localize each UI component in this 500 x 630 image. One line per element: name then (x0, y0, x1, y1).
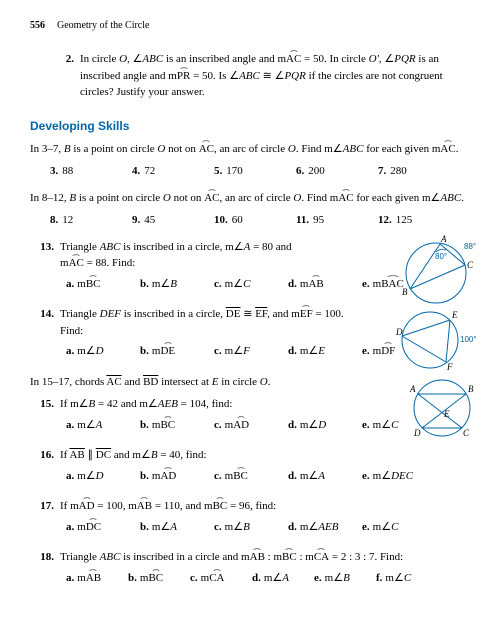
svg-text:A: A (409, 384, 416, 394)
sub-18f: f.m∠C (376, 570, 438, 587)
choice-3: 3.88 (50, 163, 132, 180)
choice-10: 10.60 (214, 212, 296, 229)
problem-number: 13. (30, 239, 54, 293)
choice-8: 8.12 (50, 212, 132, 229)
choice-6: 6.200 (296, 163, 378, 180)
problem-17: 17. If mAD = 100, mAB = 110, and mBC = 9… (30, 498, 470, 535)
problem-number: 18. (30, 549, 54, 586)
problem-text: In circle O, ∠ABC is an inscribed angle … (80, 51, 470, 101)
svg-text:D: D (396, 327, 403, 337)
sub-17b: b.m∠A (140, 519, 214, 536)
subparts-18: a.mAB b.mBC c.mCA d.m∠A e.m∠B f.m∠C (66, 570, 470, 587)
sub-17a: a.mDC (66, 519, 140, 536)
choice-5: 5.170 (214, 163, 296, 180)
svg-text:80°: 80° (435, 252, 447, 261)
sub-14d: d.m∠E (288, 343, 362, 360)
problem-number: 15. (30, 396, 54, 433)
problem-2: 2. In circle O, ∠ABC is an inscribed ang… (50, 51, 470, 101)
sub-18b: b.mBC (128, 570, 190, 587)
sub-14b: b.mDE (140, 343, 214, 360)
sub-15b: b.mBC (140, 417, 214, 434)
subparts-17: a.mDC b.m∠A c.m∠B d.m∠AEB e.m∠C (66, 519, 470, 536)
choice-4: 4.72 (132, 163, 214, 180)
svg-text:D: D (413, 428, 421, 438)
figure-13: A B C 80° 88° (400, 235, 482, 309)
page-number: 556 (30, 18, 45, 33)
figure-14: D E F 100° (396, 304, 482, 376)
problem-text: If mAD = 100, mAB = 110, and mBC = 96, f… (60, 498, 470, 535)
svg-text:E: E (443, 409, 450, 419)
intro-3-7: In 3–7, B is a point on circle O not on … (30, 141, 470, 158)
svg-text:A: A (440, 235, 447, 244)
problem-text: Triangle ABC is inscribed in a circle an… (60, 549, 470, 586)
page-header: 556 Geometry of the Circle (30, 18, 470, 33)
sub-13b: b.m∠B (140, 276, 214, 293)
section-developing-skills: Developing Skills (30, 117, 470, 135)
svg-text:100°: 100° (460, 335, 477, 344)
problem-18: 18. Triangle ABC is inscribed in a circl… (30, 549, 470, 586)
sub-14c: c.m∠F (214, 343, 288, 360)
problem-text: If AB ∥ DC and m∠B = 40, find: a.m∠D b.m… (60, 447, 470, 484)
figure-15-17: A B C D E (404, 372, 482, 444)
problem-number: 16. (30, 447, 54, 484)
sub-16e: e.m∠DEC (362, 468, 436, 485)
sub-17d: d.m∠AEB (288, 519, 362, 536)
problem-number: 14. (30, 306, 54, 360)
chapter-title: Geometry of the Circle (57, 18, 149, 33)
choice-9: 9.45 (132, 212, 214, 229)
sub-17e: e.m∠C (362, 519, 436, 536)
choice-11: 11.95 (296, 212, 378, 229)
sub-18e: e.m∠B (314, 570, 376, 587)
sub-15a: a.m∠A (66, 417, 140, 434)
sub-17c: c.m∠B (214, 519, 288, 536)
sub-16a: a.m∠D (66, 468, 140, 485)
problem-number: 17. (30, 498, 54, 535)
sub-18a: a.mAB (66, 570, 128, 587)
svg-text:E: E (451, 310, 458, 320)
svg-text:C: C (467, 260, 474, 270)
svg-text:88°: 88° (464, 242, 476, 251)
sub-18d: d.m∠A (252, 570, 314, 587)
intro-8-12: In 8–12, B is a point on circle O not on… (30, 190, 470, 207)
problem-number: 2. (50, 51, 74, 101)
sub-16b: b.mAD (140, 468, 214, 485)
sub-16d: d.m∠A (288, 468, 362, 485)
sub-16c: c.mBC (214, 468, 288, 485)
svg-text:B: B (468, 384, 474, 394)
subparts-16: a.m∠D b.mAD c.mBC d.m∠A e.m∠DEC (66, 468, 470, 485)
svg-text:F: F (446, 362, 453, 372)
sub-13c: c.m∠C (214, 276, 288, 293)
sub-14a: a.m∠D (66, 343, 140, 360)
sub-15d: d.m∠D (288, 417, 362, 434)
sub-13d: d.mAB (288, 276, 362, 293)
sub-13a: a.mBC (66, 276, 140, 293)
sub-15c: c.mAD (214, 417, 288, 434)
sub-18c: c.mCA (190, 570, 252, 587)
choices-8-12: 8.12 9.45 10.60 11.95 12.125 (50, 212, 470, 229)
choice-12: 12.125 (378, 212, 460, 229)
problem-16: 16. If AB ∥ DC and m∠B = 40, find: a.m∠D… (30, 447, 470, 484)
choice-7: 7.280 (378, 163, 460, 180)
svg-text:C: C (463, 428, 470, 438)
choices-3-7: 3.88 4.72 5.170 6.200 7.280 (50, 163, 470, 180)
